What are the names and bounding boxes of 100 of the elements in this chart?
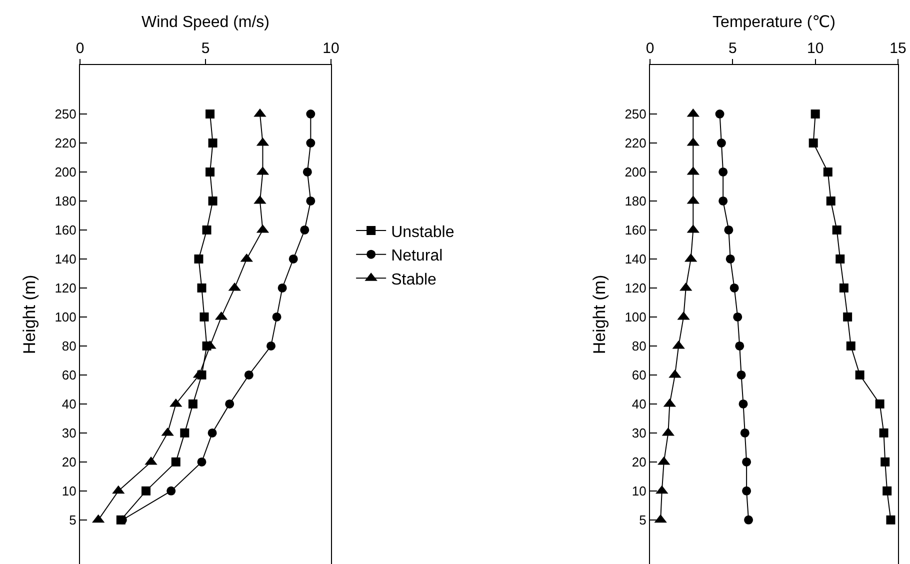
point (736, 370, 746, 380)
point (202, 341, 212, 350)
x-axis-title: Temperature (℃) (712, 14, 836, 31)
legend-label: Netural (391, 248, 443, 265)
y-tick-label: 30 (62, 425, 76, 440)
y-tick-label: 220 (624, 136, 646, 151)
legend-label: Stable (391, 271, 437, 288)
point (306, 110, 316, 118)
point (300, 225, 310, 234)
y-tick-label: 5 (639, 512, 646, 528)
y-axis-title: Height (m) (20, 274, 40, 354)
point (832, 225, 842, 234)
point (839, 283, 848, 292)
y-tick-label: 140 (624, 252, 646, 267)
y-tick-label: 100 (54, 310, 76, 325)
x-tick-label: 10 (322, 40, 340, 57)
point (306, 138, 316, 148)
point (718, 196, 728, 206)
point (855, 370, 864, 380)
y-tick-label: 140 (54, 252, 76, 267)
point (879, 428, 888, 438)
point (208, 428, 217, 438)
point (826, 196, 836, 206)
point (188, 399, 198, 408)
point (718, 167, 728, 176)
point (726, 254, 735, 264)
y-tick-label: 10 (632, 483, 646, 498)
point (880, 457, 890, 466)
y-tick-label: 80 (632, 338, 646, 354)
point (846, 341, 856, 350)
y-tick-label: 120 (54, 280, 76, 296)
y-tick-label: 20 (632, 454, 646, 470)
x-tick-label: 15 (890, 40, 906, 57)
point (738, 399, 748, 408)
x-tick-label: 10 (806, 40, 824, 57)
point (302, 167, 312, 176)
point (735, 341, 744, 350)
x-axis-title: Wind Speed (m/s) (141, 14, 270, 31)
point (225, 399, 234, 408)
point (875, 399, 884, 408)
point (166, 486, 176, 496)
point (171, 457, 180, 466)
point (206, 167, 215, 176)
y-tick-label: 200 (54, 164, 76, 180)
y-tick-label: 100 (624, 310, 646, 325)
point (808, 138, 818, 148)
point (730, 283, 739, 292)
point (202, 225, 212, 234)
y-tick-label: 200 (624, 164, 646, 180)
y-tick-label: 160 (624, 222, 646, 238)
y-tick-label: 250 (54, 106, 76, 122)
y-tick-label: 30 (632, 425, 646, 440)
y-axis-title: Height (m) (590, 274, 610, 354)
point (882, 486, 892, 496)
point (288, 254, 298, 264)
y-tick-label: 60 (632, 368, 646, 382)
point (306, 196, 316, 206)
point (142, 486, 151, 496)
point (886, 515, 896, 524)
x-tick-label: 0 (76, 40, 84, 57)
point (823, 167, 832, 176)
point (716, 138, 726, 148)
y-tick-label: 180 (54, 194, 76, 209)
x-tick-label: 0 (646, 40, 654, 57)
point (733, 312, 742, 322)
point (843, 312, 852, 322)
point (208, 196, 218, 206)
y-tick-label: 250 (624, 106, 646, 122)
y-tick-label: 5 (69, 512, 76, 528)
point (197, 370, 206, 380)
point (742, 457, 752, 466)
point (742, 486, 752, 496)
point (715, 110, 724, 118)
point (197, 283, 206, 292)
y-tick-label: 80 (62, 338, 76, 354)
y-tick-label: 160 (54, 222, 76, 238)
point (836, 254, 845, 264)
point (744, 515, 754, 524)
point (244, 370, 254, 380)
point (266, 341, 276, 350)
point (200, 312, 209, 322)
y-tick-label: 180 (624, 194, 646, 209)
y-tick-label: 10 (62, 483, 76, 498)
legend-label: Unstable (391, 224, 454, 241)
x-tick-label: 5 (201, 40, 210, 57)
point (810, 110, 820, 118)
point (194, 254, 204, 264)
point (272, 312, 282, 322)
point (206, 110, 215, 118)
point (197, 457, 206, 466)
y-tick-label: 120 (624, 280, 646, 296)
point (740, 428, 750, 438)
y-tick-label: 220 (54, 136, 76, 151)
x-tick-label: 5 (728, 40, 737, 57)
point (180, 428, 190, 438)
y-tick-label: 20 (62, 454, 76, 470)
point (208, 138, 218, 148)
y-tick-label: 40 (62, 396, 76, 412)
y-tick-label: 60 (62, 368, 76, 382)
point (278, 283, 287, 292)
